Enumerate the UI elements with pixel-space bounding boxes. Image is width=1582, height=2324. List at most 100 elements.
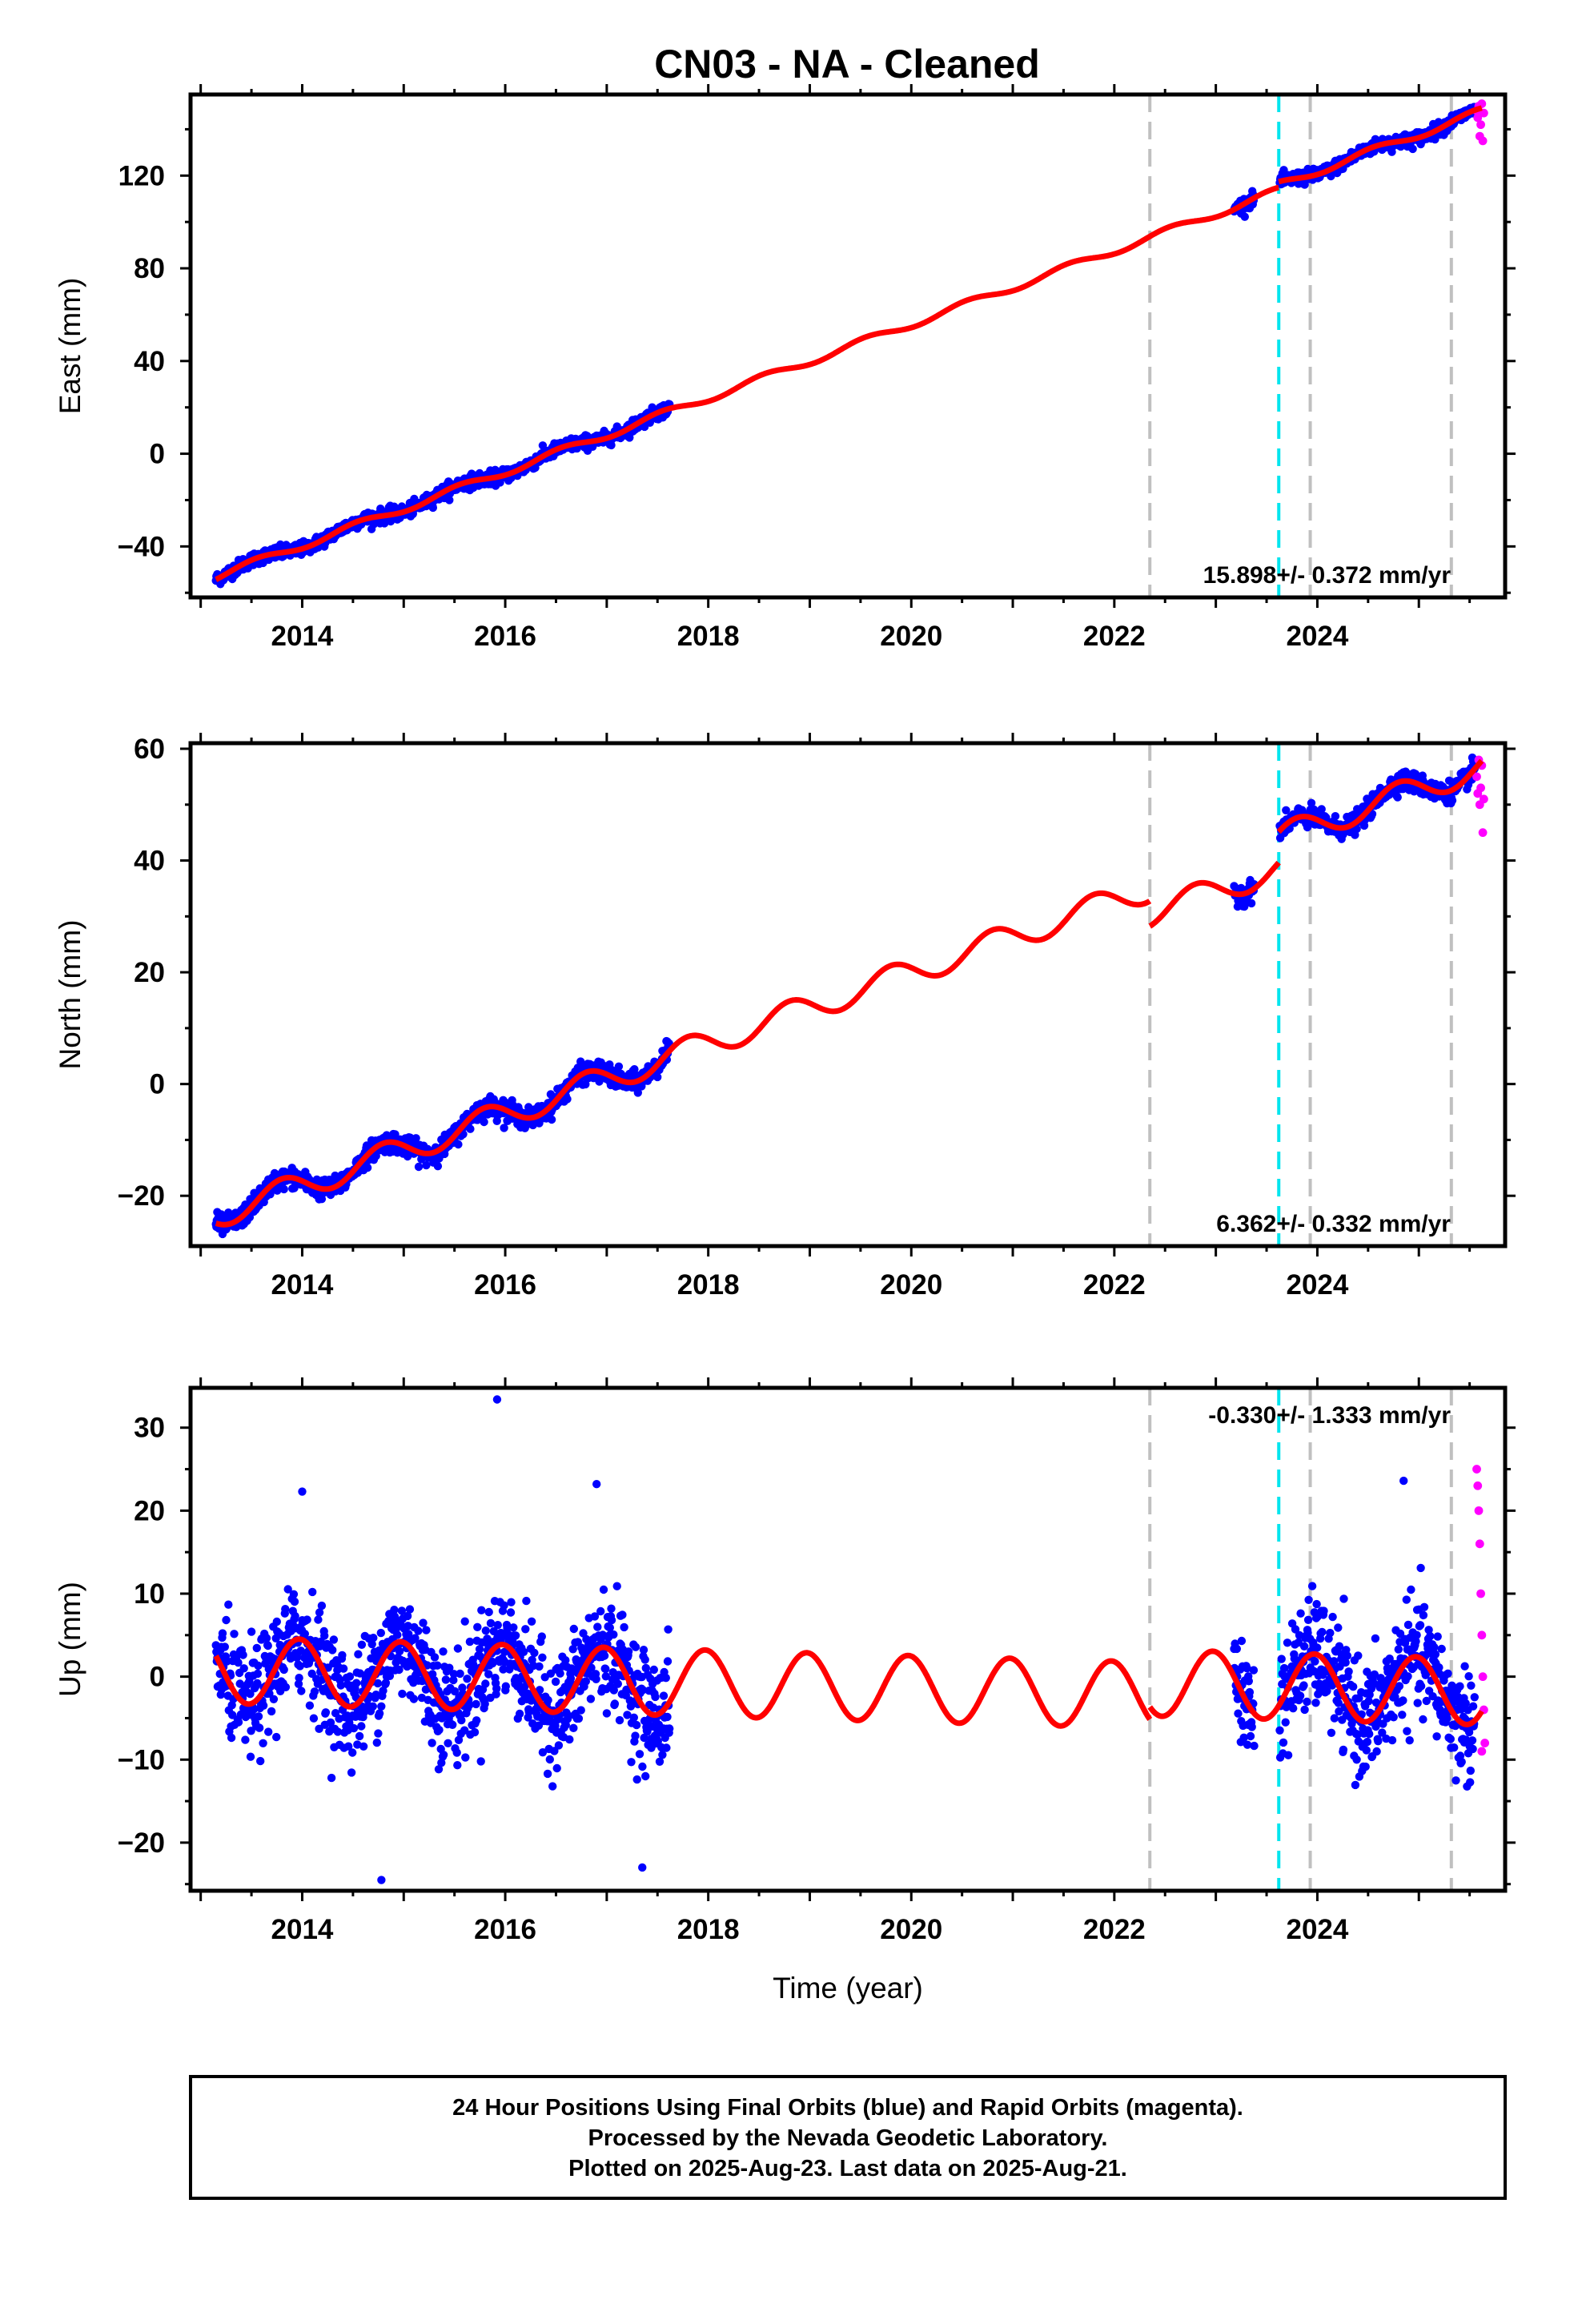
final-orbit-point: [414, 1162, 424, 1172]
final-orbit-point: [1466, 1778, 1475, 1787]
final-orbit-point: [279, 1665, 288, 1675]
final-orbit-point: [515, 1709, 524, 1719]
panel-east: 2014 2016 2018 2020 2022 2024−4004080120East …: [54, 84, 1516, 652]
final-orbit-point: [1283, 1751, 1293, 1759]
final-orbit-point: [481, 1626, 490, 1635]
final-orbit-point: [1283, 1638, 1292, 1647]
rapid-orbit-point: [1475, 1539, 1484, 1549]
final-orbit-point: [543, 1769, 552, 1779]
final-orbit-point: [593, 1622, 602, 1631]
final-orbit-point: [1327, 1728, 1336, 1737]
final-orbit-point: [1446, 1735, 1456, 1743]
final-orbit-point: [1416, 1563, 1425, 1573]
final-orbit-point: [1339, 1745, 1348, 1755]
final-orbit-point: [627, 1758, 636, 1767]
final-orbit-point: [1331, 812, 1340, 821]
final-orbit-point: [1232, 1644, 1242, 1654]
final-orbit-point: [305, 1701, 315, 1710]
final-orbit-point: [252, 1643, 261, 1653]
rapid-orbit-point: [1476, 783, 1485, 793]
final-orbit-point: [1413, 1699, 1422, 1707]
plot-area: [211, 743, 1488, 1246]
final-orbit-point: [493, 1621, 502, 1630]
final-orbit-point: [224, 1600, 233, 1609]
final-orbit-point: [1415, 1621, 1425, 1630]
final-orbit-point: [357, 1640, 367, 1649]
final-orbit-point: [347, 1768, 356, 1777]
final-orbit-point: [281, 1605, 290, 1614]
rapid-orbit-point: [1477, 1747, 1487, 1756]
final-orbit-point: [524, 1707, 533, 1716]
final-orbit-point: [537, 1632, 546, 1641]
final-orbit-point: [428, 503, 437, 513]
final-orbit-point: [419, 1618, 428, 1627]
final-orbit-point: [535, 1662, 544, 1671]
final-orbit-point: [290, 1597, 299, 1606]
final-orbit-point: [317, 1601, 327, 1610]
final-orbit-point: [1430, 1642, 1439, 1652]
x-tick-label: 2022: [1083, 1914, 1146, 1945]
model-fit-line: [214, 184, 1281, 582]
final-orbit-point: [556, 1669, 564, 1678]
final-orbit-point: [220, 1642, 229, 1651]
final-orbit-point: [1450, 1743, 1459, 1752]
final-orbit-point: [602, 1709, 612, 1718]
final-orbit-point: [554, 1741, 564, 1750]
panel-frame: [188, 92, 1508, 600]
final-orbit-point: [481, 1679, 490, 1688]
final-orbit-point: [610, 1699, 620, 1708]
final-orbit-point: [1247, 1723, 1256, 1731]
y-tick-label: 120: [118, 160, 165, 191]
final-orbit-point: [466, 1124, 475, 1133]
final-orbit-point: [1403, 1727, 1411, 1735]
x-tick-label: 2014: [271, 1914, 334, 1945]
final-orbit-point: [1300, 1705, 1309, 1715]
final-orbit-point: [349, 1723, 359, 1733]
x-tick-label: 2018: [677, 1914, 740, 1945]
final-orbit-point: [430, 1653, 440, 1662]
final-orbit-point: [565, 1735, 574, 1744]
final-orbit-point: [234, 1718, 243, 1727]
final-orbit-point: [327, 1773, 336, 1783]
final-orbit-point: [1431, 1650, 1440, 1659]
final-orbit-point: [538, 1653, 547, 1662]
final-orbit-point: [269, 1695, 279, 1703]
y-axis-label: North (mm): [54, 919, 86, 1069]
final-orbit-point: [1330, 1714, 1339, 1723]
final-orbit-point: [552, 1763, 561, 1773]
final-orbit-point: [662, 1743, 671, 1752]
final-orbit-point: [1399, 1696, 1407, 1705]
final-orbit-point: [357, 1722, 366, 1731]
final-orbit-point: [372, 1738, 381, 1747]
y-axis-label: Up (mm): [54, 1582, 86, 1697]
final-orbit-point: [314, 1615, 323, 1624]
final-orbit-point: [218, 1629, 227, 1638]
final-orbit-point: [663, 1712, 672, 1722]
final-orbit-point: [659, 1691, 669, 1700]
final-orbit-point: [480, 1117, 488, 1127]
final-orbit-point: [470, 1727, 480, 1737]
final-orbit-point: [321, 1708, 331, 1717]
rapid-orbit-point: [1478, 1672, 1488, 1682]
final-orbit-point: [638, 1762, 647, 1771]
final-orbit-point: [1468, 1702, 1478, 1711]
final-orbit-point: [1464, 1672, 1473, 1681]
final-orbit-point: [486, 1618, 496, 1628]
final-orbit-point: [476, 1757, 485, 1766]
final-orbit-point: [544, 1695, 552, 1705]
final-orbit-point: [227, 1733, 236, 1743]
final-orbit-point: [363, 1163, 372, 1172]
y-tick-label: 60: [134, 734, 165, 765]
final-orbit-point: [414, 1626, 423, 1635]
final-orbit-point: [1460, 1662, 1469, 1671]
final-orbit-point: [465, 1637, 475, 1647]
x-tick-label: 2018: [677, 1269, 740, 1301]
final-orbit-point: [369, 1634, 378, 1642]
rapid-orbit-point: [1480, 1739, 1490, 1747]
final-orbit-point: [607, 1604, 616, 1613]
x-tick-label: 2022: [1083, 1269, 1146, 1301]
final-orbit-point: [473, 1622, 482, 1632]
final-orbit-point: [375, 1709, 384, 1718]
x-tick-label: 2016: [474, 1914, 536, 1945]
velocity-label: -0.330+/- 1.333 mm/yr: [1208, 1402, 1451, 1429]
